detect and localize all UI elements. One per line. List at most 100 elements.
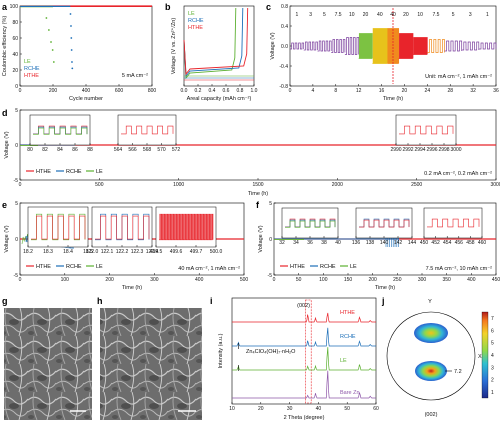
y-tick-label: 40 — [12, 52, 18, 58]
legend-label: RCHE — [66, 169, 82, 175]
legend-label: RCHE — [320, 264, 336, 270]
sem-image — [4, 308, 92, 420]
rate-segment — [344, 37, 360, 55]
x-tick-label: 600 — [115, 88, 124, 94]
x-tick-label: 1000 — [173, 182, 184, 188]
x-tick-label: 1500 — [252, 182, 263, 188]
y-tick-label: 20 — [12, 68, 18, 74]
x-axis-label: Areal capacity (mAh cm⁻²) — [187, 96, 252, 102]
x-tick-label: 458 — [466, 240, 475, 246]
rche-fail-point — [70, 37, 73, 39]
y-axis-label: Coulombic efficiency (%) — [2, 16, 8, 77]
rate-labels: 1 3 5 7.5 10 20 40 40 20 10 7.5 5 3 1 — [295, 12, 489, 18]
x-tick-label: 24 — [425, 88, 431, 94]
x-tick-label: 0 — [289, 88, 292, 94]
x-tick-label: 40 — [316, 406, 322, 412]
x-tick-label: 100 — [61, 277, 70, 283]
rate-label: 5 — [452, 12, 455, 18]
axis-ticks: 0 50 100 150 200 250 300 350 400 450-505 — [268, 201, 500, 283]
axis-ticks: 0 4 8 12 16 20 24 28 32 36 -0.8 -0.4 0.0 0.4 0.8 — [279, 4, 499, 94]
le-fail-point — [50, 41, 52, 43]
x-tick-label: 400 — [82, 88, 91, 94]
xrd-pattern — [232, 312, 376, 323]
rate-segment — [372, 28, 388, 64]
panel-label-b: b — [165, 2, 171, 12]
rate-label: 10 — [417, 12, 423, 18]
axis-ticks: 10 20 30 40 50 60 — [229, 402, 379, 412]
conditions-note: 40 mA cm⁻², 1 mAh cm⁻² — [178, 266, 240, 272]
rate-segment — [427, 39, 445, 53]
rche-fail-point — [70, 49, 73, 51]
y-tick-label: 80 — [12, 20, 18, 26]
rate-label: 20 — [363, 12, 369, 18]
panel-i-xrd: i Intensity (a.u.) 2 Theta (degree) 10 20… — [210, 296, 379, 421]
x-tick-label: 88 — [87, 147, 93, 153]
y-tick-label: 5 — [15, 201, 18, 207]
x-tick-label: 50 — [344, 406, 350, 412]
rate-segment — [290, 42, 305, 50]
panel-a-cycling-ce: a Coulombic efficiency (%) Cycle number … — [2, 2, 156, 102]
panel-label-a: a — [2, 2, 8, 12]
x-tick-label: 18.3 — [43, 249, 53, 255]
le-fail-point — [45, 17, 48, 19]
x-tick-label: 300 — [150, 277, 159, 283]
x-tick-label: 200 — [368, 277, 377, 283]
panel-label-f: f — [256, 200, 260, 210]
insets: 32 34 36 38 40 136 138 140 142 144 450 452 454 456 458… — [279, 207, 486, 246]
peak-002-highlight — [305, 299, 312, 404]
x-tick-label: 122.0 — [86, 249, 99, 255]
y-tick-label: 60 — [12, 36, 18, 42]
xrd-pattern — [232, 370, 376, 399]
x-axis-label: Time (h) — [248, 191, 268, 197]
legend-rche: RCHE — [24, 66, 40, 72]
rche-fail-point — [71, 67, 74, 70]
y-tick-label: 0.4 — [281, 24, 288, 30]
x-tick-label: 200 — [49, 88, 58, 94]
panel-label-c: c — [266, 2, 271, 12]
x-tick-label: 140 — [380, 240, 389, 246]
x-tick-label: 566 — [128, 147, 137, 153]
colorbar-tick-label: 2 — [491, 378, 494, 384]
panel-label-g: g — [2, 296, 8, 306]
panel-c-rate: c Voltage (V) Time (h) 0 4 8 12 16 20 24 28 32 36… — [266, 2, 499, 102]
x-tick-label: 82 — [42, 147, 48, 153]
legend: HTHE RCHE LE — [26, 264, 103, 270]
y-tick-label: -0.4 — [279, 64, 288, 70]
x-tick-label: 570 — [157, 147, 166, 153]
axis-y-label: Y — [428, 299, 432, 305]
x-tick-label: 32 — [470, 88, 476, 94]
x-tick-label: 12 — [356, 88, 362, 94]
inset-trace — [359, 219, 410, 228]
plot-frame — [231, 297, 377, 405]
rate-segment — [303, 41, 318, 51]
y-tick-label: 0 — [269, 237, 272, 243]
rate-label: 7.5 — [335, 12, 342, 18]
ce-series — [20, 5, 152, 70]
legend-hthe: HTHE — [340, 310, 355, 316]
y-tick-label: 100 — [10, 4, 19, 10]
y-axis-label: Voltage (V) — [258, 225, 264, 252]
x-tick-label: 400 — [467, 277, 476, 283]
x-tick-label: 0 — [19, 182, 22, 188]
panel-e-high-rate: e Voltage (V) Time (h) 0 100 200 300 400 500 -… — [2, 200, 248, 291]
x-tick-label: 452 — [431, 240, 440, 246]
axis-ticks: 0.0 0.2 0.4 0.6 0.8 1.0 — [181, 84, 258, 94]
y-axis-label: Intensity (a.u.) — [218, 333, 224, 368]
conditions-note: 0.2 mA cm⁻², 0.2 mAh cm⁻² — [424, 171, 492, 177]
legend-label: LE — [96, 169, 103, 175]
x-tick-label: 454 — [443, 240, 452, 246]
inset-trace — [427, 218, 480, 228]
colorbar-tick-label: 6 — [491, 328, 494, 334]
y-tick-label: -5 — [14, 178, 19, 184]
y-tick-label: 0.8 — [281, 4, 288, 10]
x-tick-label: 2500 — [411, 182, 422, 188]
legend-label: LE — [96, 264, 103, 270]
colorbar-tick-label: 4 — [491, 353, 494, 359]
rate-segment — [461, 41, 480, 51]
y-axis-label: Voltage (V) — [270, 32, 276, 59]
rate-label: 7.5 — [432, 12, 439, 18]
y-tick-label: 0 — [15, 84, 18, 90]
axis-x-label: X — [478, 354, 482, 360]
axis-ticks: 0 200 400 600 800 0 20 40 60 80 100 — [10, 4, 157, 94]
inset-trace — [31, 215, 86, 240]
